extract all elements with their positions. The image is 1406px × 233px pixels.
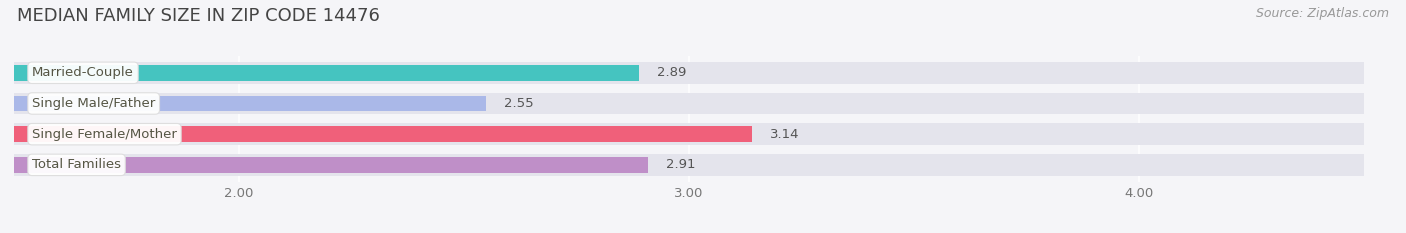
Text: Source: ZipAtlas.com: Source: ZipAtlas.com xyxy=(1256,7,1389,20)
Text: 3.14: 3.14 xyxy=(770,128,800,141)
Bar xyxy=(14,157,648,173)
Bar xyxy=(14,123,1364,145)
Bar xyxy=(14,96,486,111)
Text: Single Female/Mother: Single Female/Mother xyxy=(32,128,177,141)
Bar xyxy=(14,126,752,142)
Text: 2.55: 2.55 xyxy=(505,97,534,110)
Text: Married-Couple: Married-Couple xyxy=(32,66,134,79)
Bar xyxy=(14,93,1364,114)
Bar xyxy=(14,65,640,81)
Bar xyxy=(14,62,1364,84)
Text: MEDIAN FAMILY SIZE IN ZIP CODE 14476: MEDIAN FAMILY SIZE IN ZIP CODE 14476 xyxy=(17,7,380,25)
Text: 2.89: 2.89 xyxy=(658,66,686,79)
Text: Total Families: Total Families xyxy=(32,158,121,171)
Bar xyxy=(14,154,1364,176)
Text: 2.91: 2.91 xyxy=(666,158,696,171)
Text: Single Male/Father: Single Male/Father xyxy=(32,97,155,110)
